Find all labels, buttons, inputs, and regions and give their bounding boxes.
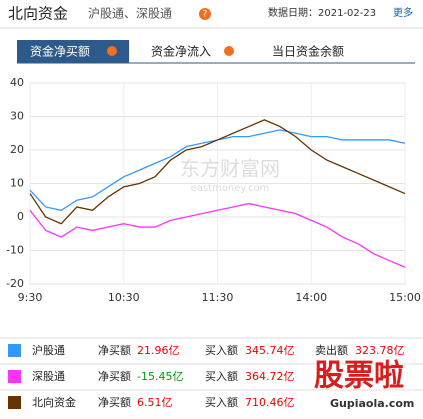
help-mark: ? [203,10,208,20]
logo: 股票啦 [314,359,404,394]
cell: 345.74亿 [245,344,295,357]
tab[interactable]: 资金净买额 [30,44,90,59]
more-link[interactable]: 更多 [393,6,413,19]
cell: 买入额 [205,370,238,383]
series-line [29,202,406,268]
y-tick-label: 10 [10,177,24,190]
watermark: eastmoney.com [191,183,270,194]
cell: 买入额 [205,396,238,409]
plot: -20 -10 0 10 20 30 40 9:30 10:30 11:30 14:00 15:00 东… [6,76,421,304]
cell: 净买额 [98,369,131,383]
cell: -15.45亿 [137,370,183,383]
cell: 卖出额 [315,343,348,357]
subtitle: 沪股通、深股通 [88,7,172,21]
cell: 净买额 [98,343,131,357]
cell: 买入额 [205,344,238,357]
cell: 北向资金 [32,395,76,409]
x-tick-label: 11:30 [202,291,234,304]
logo-url: Gupiaola.com [330,397,414,410]
legend-swatch [8,344,21,357]
help-icon[interactable] [199,8,211,20]
watermark: 东方财富网 [180,157,280,181]
legend-swatch [8,370,21,383]
x-tick-label: 15:00 [389,291,421,304]
help-icon[interactable] [107,46,117,56]
legend-swatch [8,396,21,409]
y-tick-label: 20 [10,143,24,156]
x-tick-label: 9:30 [18,291,43,304]
series-line [29,119,406,225]
cell: 323.78亿 [355,344,405,357]
help-icon[interactable] [224,46,234,56]
y-tick-label: -10 [6,244,24,257]
date: 数据日期：2021-02-23 [268,6,376,19]
tab[interactable]: 当日资金余额 [272,44,344,59]
x-tick-label: 14:00 [295,291,327,304]
cell: 364.72亿 [245,370,295,383]
x-tick-label: 10:30 [108,291,140,304]
y-tick-label: 0 [17,210,24,223]
cell: 沪股通 [32,343,65,357]
y-tick-label: 40 [10,76,24,89]
title: 北向资金 [8,5,68,23]
cell: 深股通 [32,370,65,383]
tab[interactable]: 资金净流入 [151,44,211,59]
y-tick-label: -20 [6,277,24,290]
cell: 6.51亿 [137,396,173,409]
tab-active[interactable] [17,40,129,63]
y-tick-label: 30 [10,110,24,123]
cell: 710.46亿 [245,396,295,409]
cell: 21.96亿 [137,344,180,357]
cell: 净买额 [98,395,131,409]
